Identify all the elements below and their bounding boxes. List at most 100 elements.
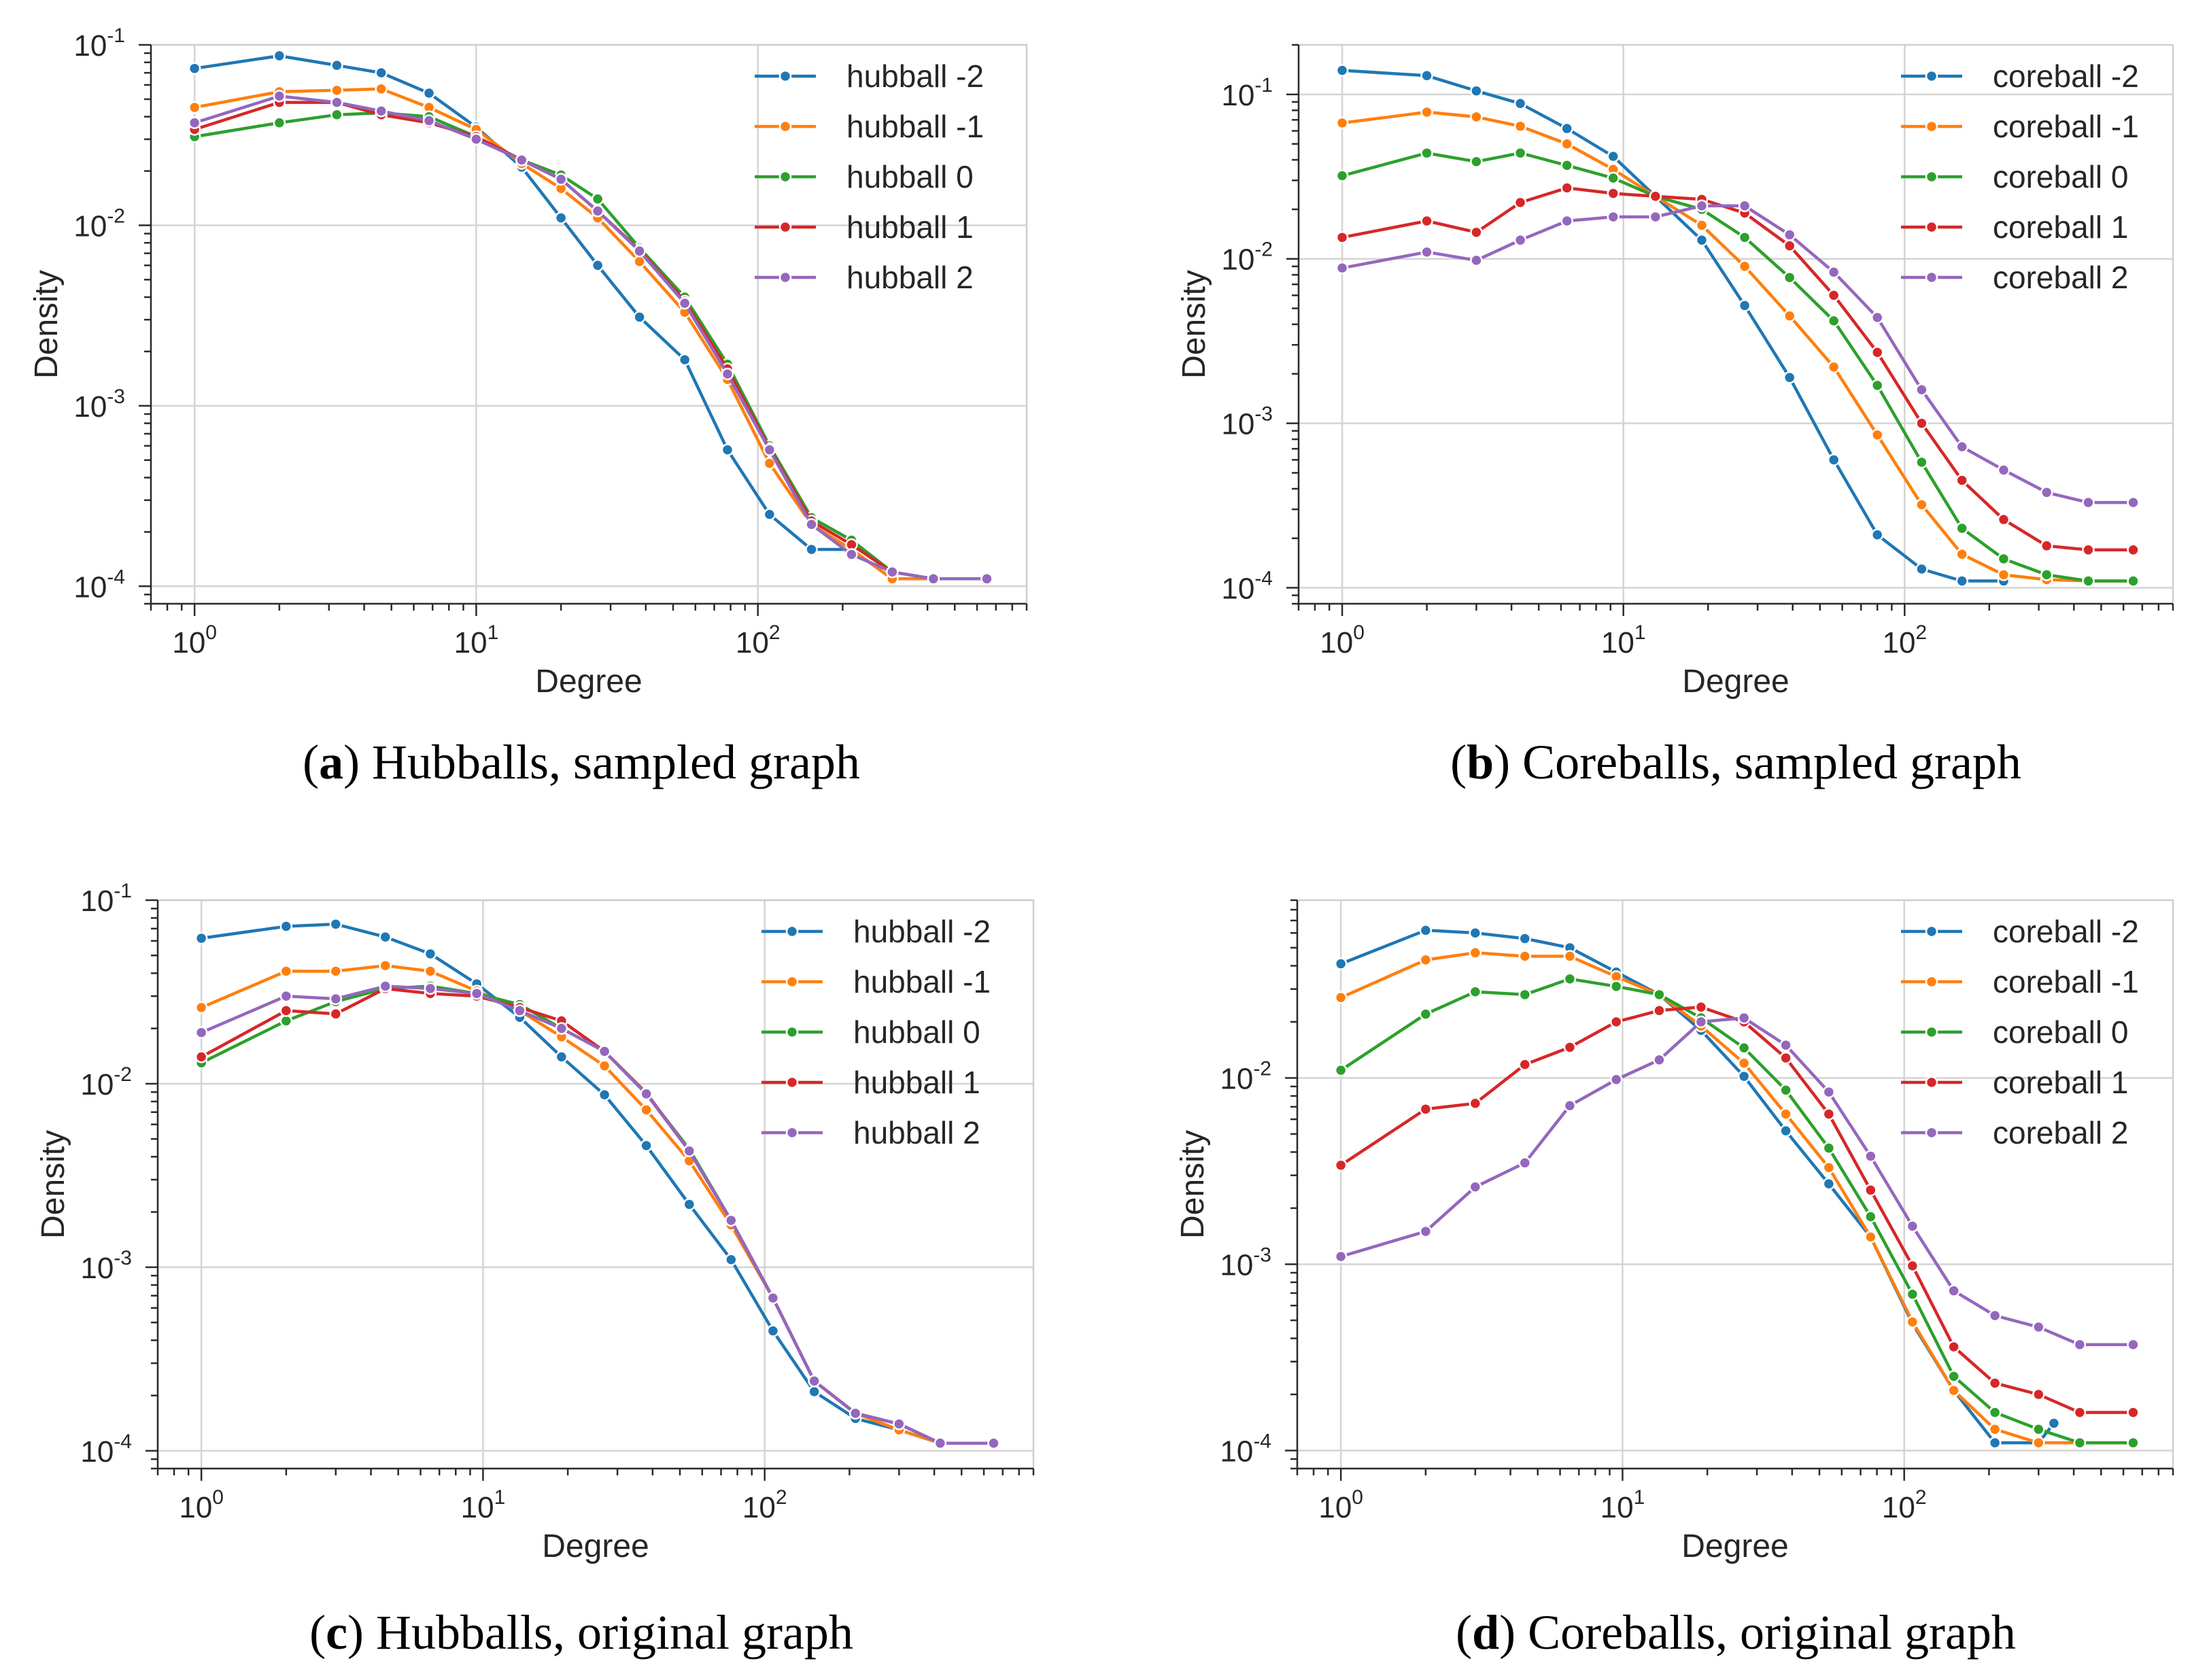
series-line bbox=[1340, 951, 2134, 1445]
data-point bbox=[2127, 575, 2140, 587]
data-point bbox=[1649, 190, 1662, 203]
data-point bbox=[1870, 311, 1884, 324]
legend-label: hubball -2 bbox=[853, 914, 991, 949]
data-point bbox=[1864, 1231, 1877, 1244]
y-tick-label: 10-2 bbox=[73, 205, 125, 243]
data-point bbox=[194, 1050, 208, 1063]
data-point bbox=[1783, 371, 1796, 384]
legend-label: hubball -1 bbox=[846, 109, 984, 144]
data-point bbox=[1334, 1159, 1348, 1172]
y-tick-label: 10-4 bbox=[1220, 1430, 1271, 1468]
data-point bbox=[598, 1045, 611, 1058]
data-point bbox=[2127, 1338, 2140, 1352]
data-point bbox=[1988, 1309, 2002, 1322]
legend-entry: coreball 2 bbox=[1901, 1115, 2128, 1150]
data-point bbox=[1738, 230, 1751, 244]
data-point bbox=[1420, 214, 1433, 228]
data-point bbox=[1469, 1180, 1482, 1194]
data-point bbox=[1695, 219, 1709, 232]
data-point bbox=[422, 86, 436, 100]
data-point bbox=[1560, 137, 1573, 150]
data-point bbox=[1822, 1142, 1836, 1154]
legend-label: coreball -2 bbox=[1993, 58, 2139, 94]
data-point bbox=[194, 931, 208, 945]
data-point bbox=[1870, 379, 1884, 392]
legend-entry: coreball -1 bbox=[1901, 964, 2139, 999]
legend-marker bbox=[1925, 120, 1938, 133]
data-point bbox=[1653, 1053, 1666, 1067]
legend-marker bbox=[778, 170, 792, 184]
legend-label: hubball 0 bbox=[853, 1014, 980, 1050]
data-point bbox=[1915, 498, 1928, 511]
data-point bbox=[2073, 1436, 2087, 1450]
y-tick-label: 10-4 bbox=[1221, 568, 1273, 606]
x-axis-label: Degree bbox=[542, 1528, 649, 1564]
legend-marker bbox=[778, 69, 792, 83]
legend-label: hubball 0 bbox=[846, 159, 974, 194]
data-point bbox=[1420, 105, 1433, 119]
data-point bbox=[849, 1407, 862, 1420]
y-tick-label: 10-1 bbox=[73, 24, 125, 63]
data-point bbox=[1906, 1220, 1919, 1233]
data-point bbox=[2040, 539, 2053, 553]
data-point bbox=[1563, 950, 1577, 963]
data-point bbox=[470, 987, 483, 1000]
legend-entry: coreball 2 bbox=[1901, 260, 2128, 295]
data-point bbox=[1563, 1099, 1577, 1112]
data-point bbox=[640, 1139, 653, 1152]
data-point bbox=[188, 101, 201, 114]
legend-entry: coreball 0 bbox=[1901, 159, 2128, 194]
y-tick-label: 10-3 bbox=[1220, 1244, 1271, 1282]
data-point bbox=[640, 1103, 653, 1116]
legend-label: hubball 2 bbox=[846, 260, 974, 295]
legend-entry: coreball 1 bbox=[1901, 209, 2128, 245]
data-point bbox=[1997, 513, 2010, 526]
x-tick-label: 102 bbox=[1882, 1486, 1927, 1524]
data-point bbox=[1779, 1084, 1792, 1097]
data-point bbox=[1513, 146, 1527, 160]
data-point bbox=[1906, 1288, 1919, 1301]
data-point bbox=[1997, 464, 2010, 477]
data-point bbox=[2047, 1417, 2061, 1430]
data-point bbox=[1609, 1073, 1623, 1086]
legend-label: hubball 2 bbox=[853, 1115, 980, 1150]
x-tick-label: 102 bbox=[742, 1486, 787, 1524]
legend-label: coreball 1 bbox=[1993, 1065, 2128, 1100]
data-point bbox=[1518, 950, 1532, 963]
data-point bbox=[375, 66, 388, 80]
data-point bbox=[1783, 271, 1796, 284]
data-point bbox=[1470, 254, 1483, 267]
data-point bbox=[1906, 1259, 1919, 1273]
x-tick-label: 100 bbox=[179, 1486, 224, 1524]
data-point bbox=[1469, 1097, 1482, 1110]
plot-area bbox=[151, 45, 1027, 604]
data-point bbox=[279, 1014, 293, 1027]
data-point bbox=[1513, 120, 1527, 133]
legend-marker bbox=[1925, 220, 1938, 234]
data-point bbox=[1955, 521, 1968, 535]
legend-marker bbox=[778, 271, 792, 284]
data-point bbox=[2082, 496, 2095, 509]
data-point bbox=[1737, 1011, 1751, 1025]
legend-marker bbox=[1925, 1025, 1938, 1039]
data-point bbox=[1607, 210, 1620, 224]
legend-entry: hubball 0 bbox=[761, 1014, 980, 1050]
data-point bbox=[1419, 953, 1433, 967]
data-point bbox=[1469, 985, 1482, 999]
data-point bbox=[1988, 1406, 2002, 1419]
data-point bbox=[379, 959, 392, 972]
series-coreball1 bbox=[1334, 1001, 2140, 1419]
data-point bbox=[1827, 266, 1840, 279]
chart-panel-c: 100 101 102 10-4 10-3 10-2 10-1 Degree Density hu… bbox=[35, 880, 1035, 1564]
data-point bbox=[555, 1022, 568, 1035]
data-point bbox=[1470, 84, 1483, 97]
data-point bbox=[1870, 528, 1884, 541]
data-point bbox=[1563, 1041, 1577, 1054]
data-point bbox=[422, 114, 436, 127]
legend-label: coreball -1 bbox=[1993, 964, 2139, 999]
data-point bbox=[2032, 1320, 2045, 1334]
data-point bbox=[1864, 1210, 1877, 1223]
data-point bbox=[329, 918, 343, 931]
data-point bbox=[188, 62, 201, 75]
